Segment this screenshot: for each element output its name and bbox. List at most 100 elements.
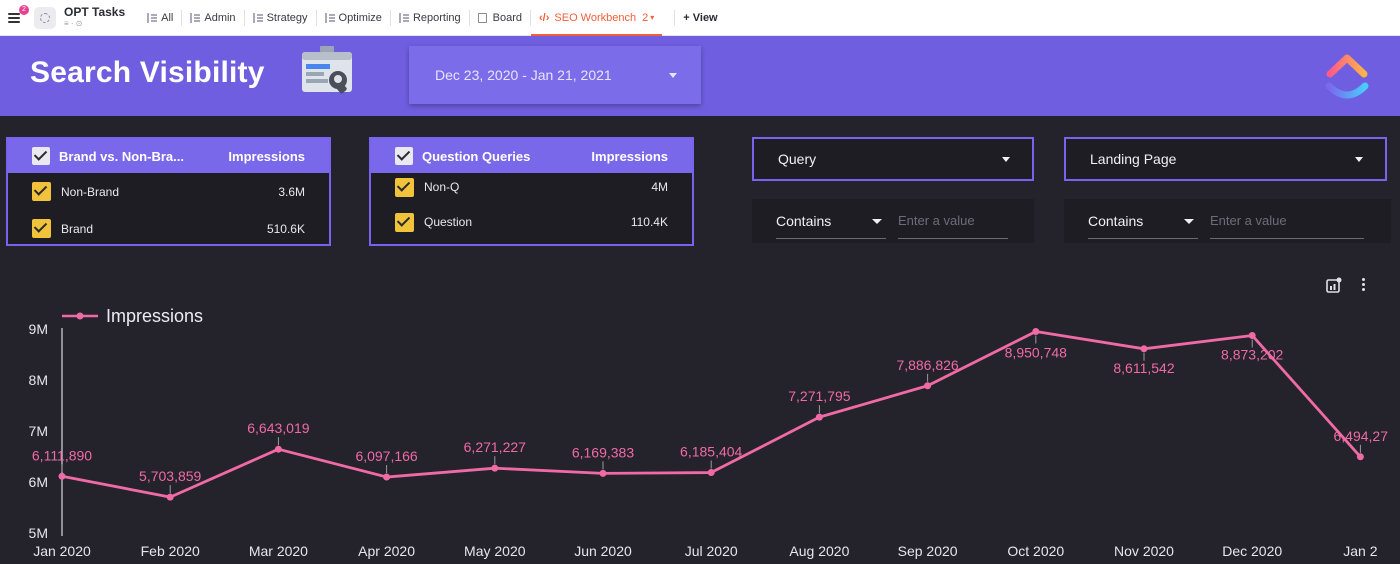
caret-down-icon: [669, 73, 677, 78]
tab-divider: [389, 9, 391, 26]
date-range-picker[interactable]: Dec 23, 2020 - Jan 21, 2021: [409, 46, 701, 104]
space-avatar-icon[interactable]: [34, 6, 56, 29]
add-view-label: + View: [683, 11, 718, 24]
menu-icon[interactable]: 2: [8, 4, 29, 25]
row-checkbox[interactable]: [32, 182, 51, 201]
data-label: 6,643,019: [247, 420, 309, 436]
table-row[interactable]: Brand 510.6K: [8, 210, 329, 247]
list-icon: [147, 12, 158, 23]
row-checkbox[interactable]: [395, 177, 414, 197]
y-tick-label: 9M: [29, 321, 48, 337]
data-label: 6,185,404: [680, 444, 742, 460]
chevron-down-icon[interactable]: ▾: [650, 13, 655, 22]
x-tick-label: Oct 2020: [1007, 543, 1064, 559]
row-label: Brand: [61, 221, 94, 236]
table-row[interactable]: Question 110.4K: [371, 201, 692, 243]
column-header-dimension[interactable]: Question Queries: [422, 148, 531, 164]
table-row[interactable]: Non-Brand 3.6M: [8, 173, 329, 210]
tab-label: Reporting: [412, 11, 461, 24]
query-condition-value: Contains: [776, 212, 832, 229]
tab-reporting[interactable]: Reporting: [391, 0, 469, 36]
tab-count: 2: [642, 11, 649, 24]
add-view-button[interactable]: + View: [675, 0, 725, 36]
tab-divider: [530, 9, 531, 26]
legend-marker: [76, 312, 84, 320]
select-all-checkbox[interactable]: [395, 147, 413, 165]
list-icon: [398, 12, 409, 23]
query-dropdown-label: Query: [778, 151, 817, 167]
table-row[interactable]: Non-Q 4M: [371, 173, 692, 201]
x-tick-label: Nov 2020: [1114, 543, 1174, 559]
table-header: Question Queries Impressions: [371, 139, 692, 173]
column-header-dimension[interactable]: Brand vs. Non-Bra...: [59, 148, 184, 164]
column-header-impressions[interactable]: Impressions: [228, 148, 305, 164]
notification-badge: 2: [19, 4, 29, 15]
x-tick-label: Jul 2020: [685, 543, 738, 559]
data-point: [599, 469, 607, 477]
y-tick-label: 5M: [29, 525, 48, 541]
query-condition-select[interactable]: Contains: [776, 203, 886, 239]
tab-label: Board: [492, 11, 522, 24]
data-label: 5,703,859: [139, 468, 201, 484]
report-header: Search Visibility Dec 23, 2020 - Jan 21,…: [0, 36, 1400, 116]
code-icon: ‹/›: [539, 11, 550, 24]
query-value-input[interactable]: [898, 203, 1008, 239]
data-label: 6,097,166: [355, 448, 417, 464]
data-point: [815, 413, 823, 421]
space-meta-icons: ≡ · ⊙: [64, 18, 83, 28]
tab-label: All: [161, 11, 174, 24]
row-checkbox[interactable]: [395, 212, 414, 232]
data-point: [58, 472, 66, 480]
x-tick-label: Jan 2: [1343, 543, 1377, 559]
list-icon: [324, 12, 335, 23]
tab-seo-workbench[interactable]: ‹/› SEO Workbench 2 ▾: [531, 0, 663, 36]
tab-all[interactable]: All: [139, 0, 181, 36]
landing-value-input[interactable]: [1210, 203, 1364, 239]
space-selector[interactable]: OPT Tasks ≡ · ⊙: [64, 6, 125, 30]
x-tick-label: Apr 2020: [358, 543, 415, 559]
explore-chart-icon[interactable]: [1326, 277, 1342, 293]
tab-admin[interactable]: Admin: [182, 0, 243, 36]
select-all-checkbox[interactable]: [32, 147, 50, 165]
space-title: OPT Tasks: [64, 4, 126, 19]
data-point: [166, 493, 174, 501]
top-toolbar: 2 OPT Tasks ≡ · ⊙ All Admin Strategy Opt…: [0, 0, 1400, 36]
row-label: Question: [424, 215, 473, 229]
data-point: [383, 473, 391, 481]
tab-label: Optimize: [338, 11, 382, 24]
tab-strategy[interactable]: Strategy: [245, 0, 316, 36]
data-label: 6,494,27: [1334, 428, 1389, 444]
tab-optimize[interactable]: Optimize: [317, 0, 390, 36]
query-dropdown[interactable]: Query: [752, 137, 1034, 181]
board-icon: [477, 12, 487, 23]
tab-label: Admin: [204, 11, 236, 24]
y-tick-label: 7M: [29, 423, 48, 439]
data-label: 6,111,890: [32, 447, 92, 463]
tab-label: SEO Workbench: [554, 11, 637, 24]
x-tick-label: Mar 2020: [249, 543, 308, 559]
landing-page-dropdown[interactable]: Landing Page: [1064, 137, 1387, 181]
column-header-impressions[interactable]: Impressions: [591, 148, 668, 164]
tab-divider: [674, 9, 676, 26]
landing-page-dropdown-label: Landing Page: [1090, 151, 1177, 167]
y-tick-label: 8M: [29, 372, 48, 388]
tab-divider: [315, 9, 317, 26]
row-label: Non-Q: [424, 180, 460, 194]
data-point: [1248, 331, 1256, 339]
row-value: 4M: [651, 180, 668, 194]
data-label: 6,271,227: [464, 439, 526, 455]
page-title: Search Visibility: [30, 56, 265, 89]
table-header: Brand vs. Non-Bra... Impressions: [8, 139, 329, 173]
tab-board[interactable]: Board: [470, 0, 530, 36]
landing-condition-select[interactable]: Contains: [1088, 203, 1198, 239]
data-point: [924, 382, 932, 390]
data-point: [707, 469, 715, 477]
landing-condition-row: Contains: [1064, 199, 1391, 243]
data-label: 8,611,542: [1113, 360, 1174, 376]
row-checkbox[interactable]: [32, 219, 51, 238]
more-options-icon[interactable]: [1356, 276, 1371, 293]
caret-down-icon: [872, 219, 882, 224]
x-tick-label: Aug 2020: [789, 543, 849, 559]
data-label: 7,886,826: [896, 357, 958, 373]
data-point: [274, 445, 282, 453]
